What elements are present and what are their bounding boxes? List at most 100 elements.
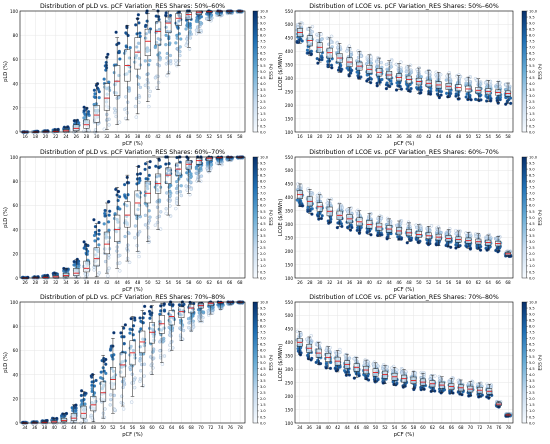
colorbar-tick-label: 8.0 (529, 34, 535, 38)
colorbar-tick-label: 2.5 (529, 391, 535, 395)
colorbar-tick-label: 3.0 (260, 94, 266, 98)
scatter-point (97, 228, 101, 233)
scatter-point (114, 30, 118, 34)
x-tick-label: 58 (505, 134, 511, 139)
scatter-point (419, 75, 423, 79)
colorbar-tick-label: 10.0 (260, 155, 269, 159)
colorbar-tick-label: 5.0 (529, 361, 535, 365)
scatter-point (205, 16, 209, 21)
colorbar-tick-label: 9.0 (529, 312, 535, 316)
scatter-point (147, 165, 152, 170)
box (70, 413, 77, 421)
scatter-point (195, 25, 200, 29)
scatter-point (372, 364, 376, 368)
x-tick-label: 18 (33, 134, 39, 139)
scatter-point (79, 389, 84, 393)
chart-title: Distribution of LCOE vs. pCF Variation_R… (309, 149, 499, 156)
y-tick-label: 40 (13, 227, 19, 232)
x-tick-label: 46 (354, 425, 360, 430)
scatter-point (107, 199, 111, 204)
scatter-point (147, 209, 151, 213)
scatter-point (404, 66, 409, 70)
scatter-point (373, 379, 377, 383)
scatter-point (104, 357, 108, 362)
y-tick-label: 250 (285, 89, 293, 94)
colorbar-tick-label: 4.5 (529, 367, 535, 371)
x-tick-label: 66 (495, 280, 501, 285)
scatter-point (148, 316, 152, 320)
scatter-point (165, 74, 169, 78)
scatter-point (148, 58, 152, 63)
scatter-point (388, 221, 393, 225)
scatter-point (138, 172, 142, 176)
y-tick-label: 60 (13, 348, 19, 353)
box (185, 160, 192, 170)
scatter-point (350, 225, 354, 230)
scatter-point (92, 218, 96, 222)
box (149, 322, 156, 344)
scatter-point (162, 309, 167, 313)
scatter-point (384, 87, 389, 91)
scatter-point (119, 331, 123, 335)
y-tick-label: 0 (15, 276, 18, 281)
chart-title: Distribution of LCOE vs. pCF Variation_R… (309, 294, 499, 301)
scatter-point (188, 193, 192, 197)
scatter-point (130, 400, 134, 404)
y-tick-label: 450 (285, 36, 293, 41)
x-tick-label: 54 (486, 134, 492, 139)
y-tick-label: 550 (285, 300, 293, 305)
x-tick-label: 78 (237, 425, 243, 430)
scatter-point (162, 302, 166, 306)
scatter-point (191, 319, 195, 323)
scatter-point (188, 30, 192, 34)
colorbar-tick-label: 9.0 (529, 167, 535, 171)
y-tick-label: 200 (285, 394, 293, 399)
box (73, 124, 80, 132)
scatter-point (107, 256, 111, 260)
colorbar-tick-label: 10.0 (260, 300, 269, 304)
colorbar-tick-label: 0.0 (260, 130, 266, 134)
scatter-point (164, 207, 168, 211)
scatter-point (148, 215, 152, 219)
scatter-point (106, 269, 110, 273)
scatter-point (454, 94, 458, 98)
scatter-point (400, 371, 404, 375)
scatter-point (327, 36, 331, 41)
scatter-point (147, 219, 152, 223)
scatter-point (189, 187, 193, 191)
scatter-point (175, 180, 179, 184)
scatter-point (164, 162, 168, 166)
scatter-point (477, 98, 481, 103)
scatter-point (197, 311, 201, 315)
box (83, 119, 90, 129)
colorbar-tick-label: 8.5 (260, 173, 266, 177)
colorbar-tick-label: 6.0 (260, 204, 266, 208)
scatter-point (123, 194, 127, 198)
scatter-point (162, 336, 166, 341)
scatter-point (468, 247, 473, 251)
x-tick-label: 32 (53, 280, 59, 285)
scatter-point (416, 87, 420, 91)
colorbar-tick-label: 4.0 (529, 228, 535, 232)
colorbar-tick-label: 1.0 (260, 264, 266, 268)
scatter-point (188, 47, 192, 51)
scatter-point (124, 31, 128, 35)
y-tick-label: 200 (285, 249, 293, 254)
scatter-point (87, 129, 91, 133)
y-tick-label: 80 (13, 179, 19, 184)
scatter-point (187, 169, 191, 173)
scatter-point (366, 60, 370, 64)
x-tick-label: 24 (63, 134, 69, 139)
scatter-point (338, 350, 342, 355)
scatter-point (108, 403, 112, 407)
scatter-point (179, 37, 183, 41)
scatter-point (329, 40, 333, 44)
y-tick-label: 40 (13, 372, 19, 377)
x-tick-label: 50 (145, 280, 151, 285)
x-tick-label: 46 (81, 425, 87, 430)
scatter-point (381, 381, 385, 385)
scatter-point (168, 189, 172, 193)
colorbar-tick-label: 7.0 (529, 46, 535, 50)
scatter-point (93, 92, 97, 96)
scatter-point (348, 47, 352, 51)
